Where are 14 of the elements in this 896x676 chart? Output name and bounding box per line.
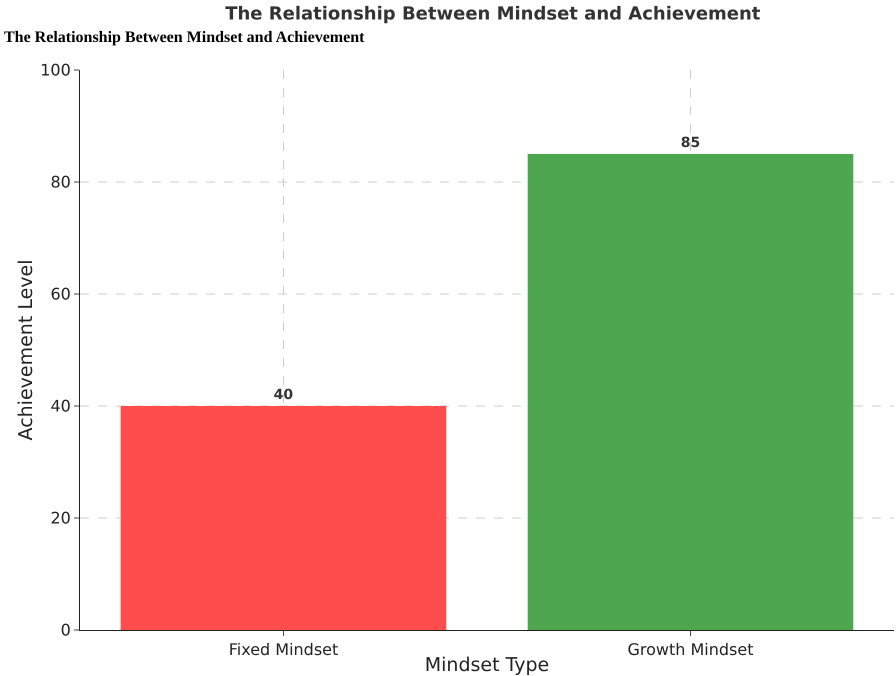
chart-title: The Relationship Between Mindset and Achievement — [225, 3, 761, 24]
y-tick-label: 60 — [50, 284, 71, 304]
y-tick-label: 100 — [40, 60, 71, 80]
data-label: 40 — [274, 387, 294, 403]
y-tick-label: 20 — [50, 508, 71, 528]
x-tick-label: Growth Mindset — [628, 640, 754, 660]
y-axis-title: Achievement Level — [15, 260, 37, 440]
data-label: 85 — [680, 135, 700, 151]
x-tick-label: Fixed Mindset — [228, 640, 338, 660]
x-axis-title: Mindset Type — [424, 654, 550, 676]
y-tick-label: 40 — [50, 396, 71, 416]
y-tick-label: 80 — [50, 172, 71, 192]
y-tick-label: 0 — [60, 620, 71, 640]
text: The Relationship Between Mindset and Achievement — [4, 29, 366, 46]
